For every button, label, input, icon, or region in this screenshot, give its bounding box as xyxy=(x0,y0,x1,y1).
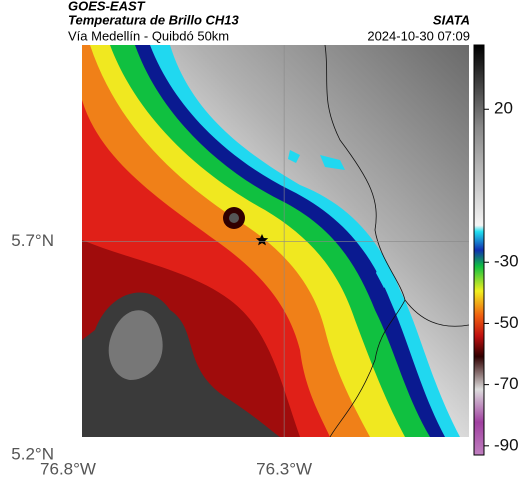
source: SIATA xyxy=(433,12,470,27)
colorbar-tick-label: -50 xyxy=(494,313,519,332)
colorbar-tick-label: 20 xyxy=(494,99,513,118)
colorbar-tick-label: -90 xyxy=(494,435,519,454)
timestamp: 2024-10-30 07:09 xyxy=(367,28,470,43)
lon-tick-label: 76.3°W xyxy=(256,459,312,478)
satellite: GOES-EAST xyxy=(68,0,146,13)
imagery xyxy=(82,45,469,437)
lon-tick-label: 76.8°W xyxy=(40,459,96,478)
subtitle: Vía Medellín - Quibdó 50km xyxy=(68,28,229,43)
colorbar xyxy=(473,44,485,456)
location-star xyxy=(255,234,269,246)
lat-tick-label: 5.7°N xyxy=(11,231,54,250)
lat-tick-label: 5.2°N xyxy=(11,444,54,463)
colorbar-tick-label: -70 xyxy=(494,374,519,393)
colorbar-tick-label: -30 xyxy=(494,252,519,271)
title: Temperatura de Brillo CH13 xyxy=(68,12,240,27)
